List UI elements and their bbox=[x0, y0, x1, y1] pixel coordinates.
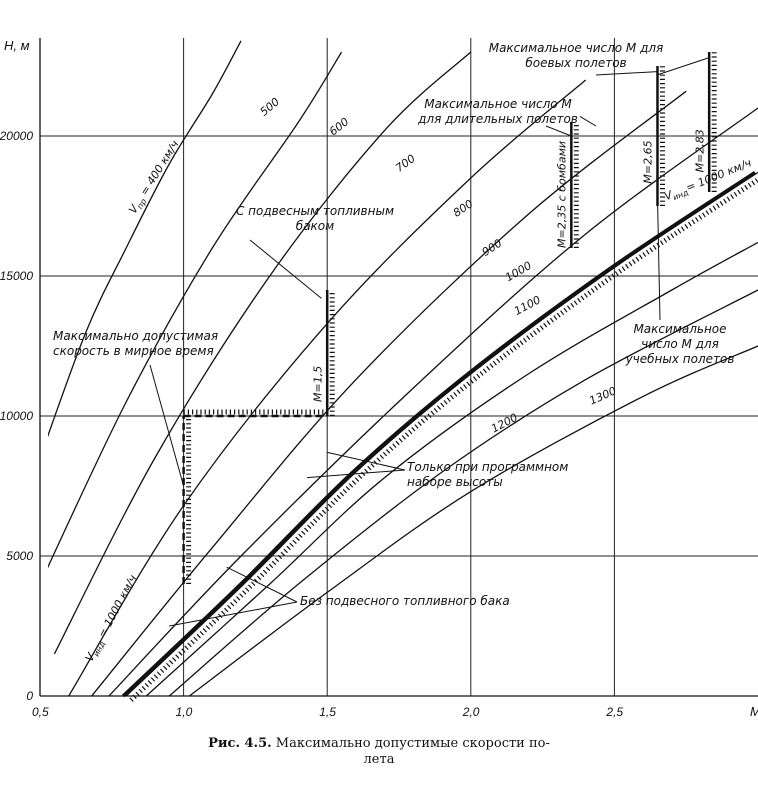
speed-curve bbox=[68, 79, 587, 697]
leader-line bbox=[307, 469, 406, 479]
annotation: число M для bbox=[641, 337, 719, 351]
caption-label: Рис. 4.5. bbox=[208, 736, 272, 751]
speed-curve bbox=[108, 107, 758, 697]
boundary-hatch bbox=[129, 176, 758, 702]
annotation: Максимальное число M bbox=[424, 97, 572, 111]
annotation: Без подвесного топливного бака bbox=[300, 594, 510, 608]
annotation: для длительных полетов bbox=[417, 112, 578, 126]
speed-curve bbox=[188, 345, 758, 697]
speed-curve bbox=[91, 90, 687, 697]
curve-label: 1300 bbox=[587, 384, 618, 407]
leader-line bbox=[169, 601, 298, 627]
leader-line bbox=[226, 566, 298, 603]
speed-limits-chart: 0,5 1,0 1,5 2,0 2,5 M 0 5000 10000 15000 20000 H, м… bbox=[0, 38, 758, 719]
leader-line bbox=[656, 197, 661, 321]
speed-curve bbox=[145, 241, 758, 697]
axes bbox=[39, 38, 758, 697]
speed-curves bbox=[48, 40, 758, 697]
figure-caption: Рис. 4.5. Максимально допустимые скорост… bbox=[0, 736, 758, 768]
speed-curve bbox=[48, 51, 343, 569]
limit-label: M=2,65 bbox=[642, 140, 655, 183]
x-tick-label: 2,0 bbox=[462, 705, 480, 719]
caption-text: Максимально допустимые скорости по- bbox=[275, 736, 550, 751]
x-tick-label: 2,5 bbox=[605, 705, 623, 719]
y-tick-label: 10000 bbox=[0, 409, 33, 423]
speed-curve bbox=[48, 40, 242, 438]
x-tick-label: 1,5 bbox=[319, 705, 336, 719]
y-tick-label: 0 bbox=[26, 689, 33, 703]
annotation: Только при программном bbox=[407, 460, 568, 474]
curve-label: 900 bbox=[480, 237, 505, 259]
annotation: учебных полетов bbox=[625, 352, 735, 366]
limit-label: M=1,5 bbox=[311, 366, 324, 402]
axis-ticks: 0,5 1,0 1,5 2,0 2,5 M 0 5000 10000 15000 20000 H, м bbox=[0, 38, 758, 719]
speed-curve bbox=[53, 51, 472, 655]
annotation: скорость в мирное время bbox=[53, 344, 214, 358]
leader-line bbox=[545, 125, 572, 137]
annotation: Максимально допустимая bbox=[53, 329, 218, 343]
y-tick-label: 20000 bbox=[0, 129, 33, 143]
annotation: баком bbox=[296, 219, 334, 233]
leader-line bbox=[579, 115, 597, 127]
curve-label: 1100 bbox=[512, 293, 543, 318]
permissible-boundary bbox=[121, 170, 758, 702]
x-tick-label: 1,0 bbox=[176, 705, 193, 719]
speed-curve bbox=[168, 289, 758, 697]
limit-label: M=2,35 с бомбами bbox=[556, 141, 569, 248]
y-axis-label: H, м bbox=[4, 38, 30, 53]
curve-label: 600 bbox=[327, 115, 352, 138]
curve-label: 1000 bbox=[503, 259, 534, 284]
leader-line bbox=[327, 451, 406, 471]
curve-label: Vинд = 1000 км/ч bbox=[83, 572, 142, 665]
leader-line bbox=[249, 239, 322, 299]
leader-line bbox=[595, 71, 658, 76]
y-tick-label: 15000 bbox=[0, 269, 33, 283]
annotation: Максимальное число M для bbox=[489, 41, 664, 55]
limit-label: M=2,83 bbox=[693, 129, 706, 172]
annotation: С подвесным топливным bbox=[236, 204, 394, 218]
curve-label: 500 bbox=[258, 95, 282, 118]
curve-label: 800 bbox=[451, 197, 476, 220]
caption-text-line2: лета bbox=[363, 752, 395, 767]
mach-limits bbox=[182, 52, 717, 584]
curve-label: Vпр = 400 км/ч bbox=[126, 138, 183, 217]
curve-label: 700 bbox=[393, 152, 418, 175]
curve-label: 1200 bbox=[489, 411, 520, 436]
leader-line bbox=[656, 57, 710, 76]
y-tick-label: 5000 bbox=[6, 549, 33, 563]
annotation: Максимальное bbox=[633, 322, 726, 336]
x-tick-label: 0,5 bbox=[32, 705, 49, 719]
boundary-line bbox=[121, 170, 756, 698]
x-tick-label: M bbox=[750, 704, 758, 719]
annotation: наборе высоты bbox=[407, 475, 503, 489]
annotation: боевых полетов bbox=[525, 56, 626, 70]
leader-line bbox=[149, 364, 185, 487]
